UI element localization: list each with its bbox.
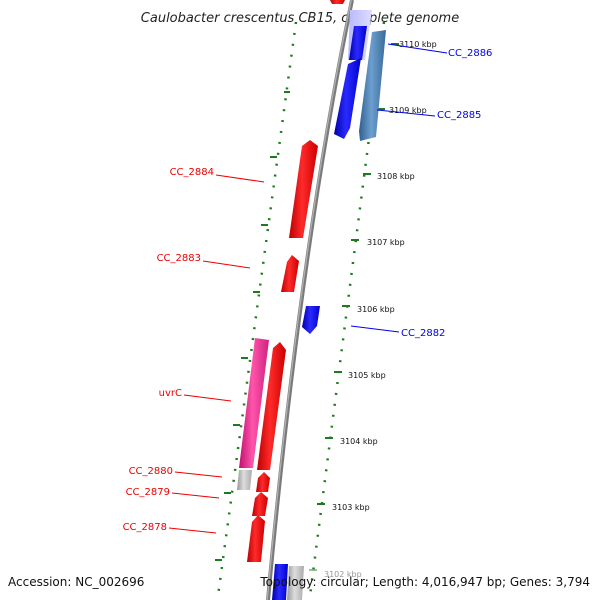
gene-label-cc-2885[interactable]: CC_2885 — [437, 110, 481, 121]
ruler: 3110 kbp 3109 kbp 3108 kbp 3107 kbp 3106… — [309, 40, 437, 579]
ruler-tick-label: 3102 kbp — [324, 570, 362, 579]
gene-label-cc-2883[interactable]: CC_2883 — [157, 253, 201, 264]
ruler-tick-label: 3107 kbp — [367, 238, 405, 247]
ruler-tick: 3110 kbp — [391, 40, 437, 49]
ruler-tick-label: 3103 kbp — [332, 503, 370, 512]
gene-feature[interactable] — [330, 0, 345, 4]
gene-feature[interactable] — [257, 342, 286, 470]
accession-text: Accession: NC_002696 — [8, 575, 144, 589]
ruler-tick-label: 3108 kbp — [377, 172, 415, 181]
gene-feature[interactable] — [252, 492, 268, 516]
ruler-tick-label: 3105 kbp — [348, 371, 386, 380]
gene-feature[interactable] — [287, 566, 304, 600]
gene-feature[interactable] — [281, 255, 299, 292]
left-track-ticks — [215, 91, 290, 561]
gene-feature[interactable] — [237, 470, 252, 490]
gene-feature[interactable] — [349, 26, 367, 60]
genome-title: Caulobacter crescentus CB15, complete ge… — [141, 11, 459, 26]
ruler-tick: 3108 kbp — [363, 172, 415, 181]
ruler-tick-label: 3104 kbp — [340, 437, 378, 446]
gene-feature[interactable] — [359, 30, 386, 141]
gene-feature[interactable] — [289, 140, 318, 238]
gene-feature[interactable] — [256, 472, 270, 492]
gene-feature[interactable] — [247, 515, 265, 562]
gene-features-left — [237, 0, 345, 562]
gene-feature[interactable] — [302, 306, 320, 334]
gene-feature[interactable] — [334, 58, 361, 139]
gene-features-right — [272, 10, 386, 600]
ruler-tick: 3105 kbp — [334, 371, 386, 380]
ruler-tick-label: 3110 kbp — [399, 40, 437, 49]
gene-label-cc-2884[interactable]: CC_2884 — [170, 167, 214, 178]
gene-labels: CC_2886 CC_2885 CC_2884 CC_2883 CC_2882 … — [123, 43, 492, 534]
ruler-tick-label: 3109 kbp — [389, 106, 427, 115]
gene-label-cc-2880[interactable]: CC_2880 — [129, 466, 173, 477]
gene-feature[interactable] — [272, 564, 288, 600]
ruler-tick: 3106 kbp — [342, 305, 395, 314]
gene-label-cc-2882[interactable]: CC_2882 — [401, 328, 445, 339]
genome-backbone — [266, 0, 354, 600]
ruler-tick: 3103 kbp — [317, 503, 370, 512]
gene-label-cc-2879[interactable]: CC_2879 — [126, 487, 170, 498]
topology-text: Topology: circular; Length: 4,016,947 bp… — [259, 575, 590, 589]
gene-feature[interactable] — [239, 338, 269, 468]
gene-label-uvrc[interactable]: uvrC — [159, 388, 182, 399]
ruler-tick-label: 3106 kbp — [357, 305, 395, 314]
ruler-tick: 3102 kbp — [309, 569, 362, 579]
ruler-tick: 3107 kbp — [351, 238, 405, 247]
ruler-tick: 3104 kbp — [325, 437, 378, 446]
gene-label-cc-2878[interactable]: CC_2878 — [123, 522, 167, 533]
gene-label-cc-2886[interactable]: CC_2886 — [448, 48, 492, 59]
